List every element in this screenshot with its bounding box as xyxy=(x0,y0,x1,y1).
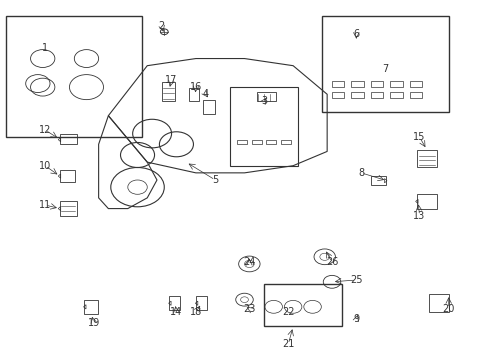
Text: 20: 20 xyxy=(442,303,454,314)
Bar xyxy=(409,92,421,98)
Bar xyxy=(264,284,341,327)
Text: 13: 13 xyxy=(412,211,425,221)
Bar xyxy=(266,140,276,144)
Text: 26: 26 xyxy=(325,257,338,267)
Bar xyxy=(6,16,142,137)
Text: 10: 10 xyxy=(39,161,51,171)
Bar xyxy=(370,81,382,87)
Bar xyxy=(60,202,77,216)
Text: 11: 11 xyxy=(39,200,51,210)
Text: 14: 14 xyxy=(170,307,182,317)
Bar xyxy=(229,87,297,166)
Text: 4: 4 xyxy=(202,89,208,99)
Bar xyxy=(60,170,75,182)
Text: 19: 19 xyxy=(87,318,100,328)
Bar xyxy=(203,100,215,114)
Bar xyxy=(409,81,421,87)
Bar xyxy=(188,88,199,102)
Text: 18: 18 xyxy=(189,307,202,317)
Bar xyxy=(370,176,386,185)
Bar xyxy=(351,81,363,87)
Bar xyxy=(169,296,180,310)
Text: 8: 8 xyxy=(357,168,364,178)
Bar xyxy=(256,93,276,102)
Bar xyxy=(428,294,448,312)
Text: 17: 17 xyxy=(165,75,178,85)
Text: 5: 5 xyxy=(212,175,218,185)
Bar xyxy=(162,82,175,102)
Bar xyxy=(251,140,261,144)
Bar xyxy=(389,81,402,87)
Text: 2: 2 xyxy=(159,21,164,31)
Bar xyxy=(331,81,344,87)
Bar xyxy=(237,140,246,144)
Text: 22: 22 xyxy=(282,307,294,317)
Bar xyxy=(331,92,344,98)
Text: 24: 24 xyxy=(243,257,255,267)
Text: 23: 23 xyxy=(243,303,255,314)
Text: 25: 25 xyxy=(349,275,362,285)
Text: 7: 7 xyxy=(382,64,388,74)
Text: 15: 15 xyxy=(412,132,425,142)
Text: 3: 3 xyxy=(261,96,266,107)
Text: 6: 6 xyxy=(352,28,359,39)
Bar xyxy=(370,92,382,98)
Text: 9: 9 xyxy=(352,314,359,324)
Text: 12: 12 xyxy=(39,125,51,135)
Bar xyxy=(84,300,98,314)
Text: 16: 16 xyxy=(189,82,202,92)
Bar xyxy=(416,194,436,208)
Bar xyxy=(60,134,77,144)
Bar xyxy=(351,92,363,98)
Bar xyxy=(322,16,448,112)
Bar xyxy=(281,140,290,144)
Text: 1: 1 xyxy=(42,43,48,53)
Bar xyxy=(416,150,436,167)
Text: 21: 21 xyxy=(282,339,294,349)
Bar xyxy=(389,92,402,98)
Bar xyxy=(196,296,206,310)
